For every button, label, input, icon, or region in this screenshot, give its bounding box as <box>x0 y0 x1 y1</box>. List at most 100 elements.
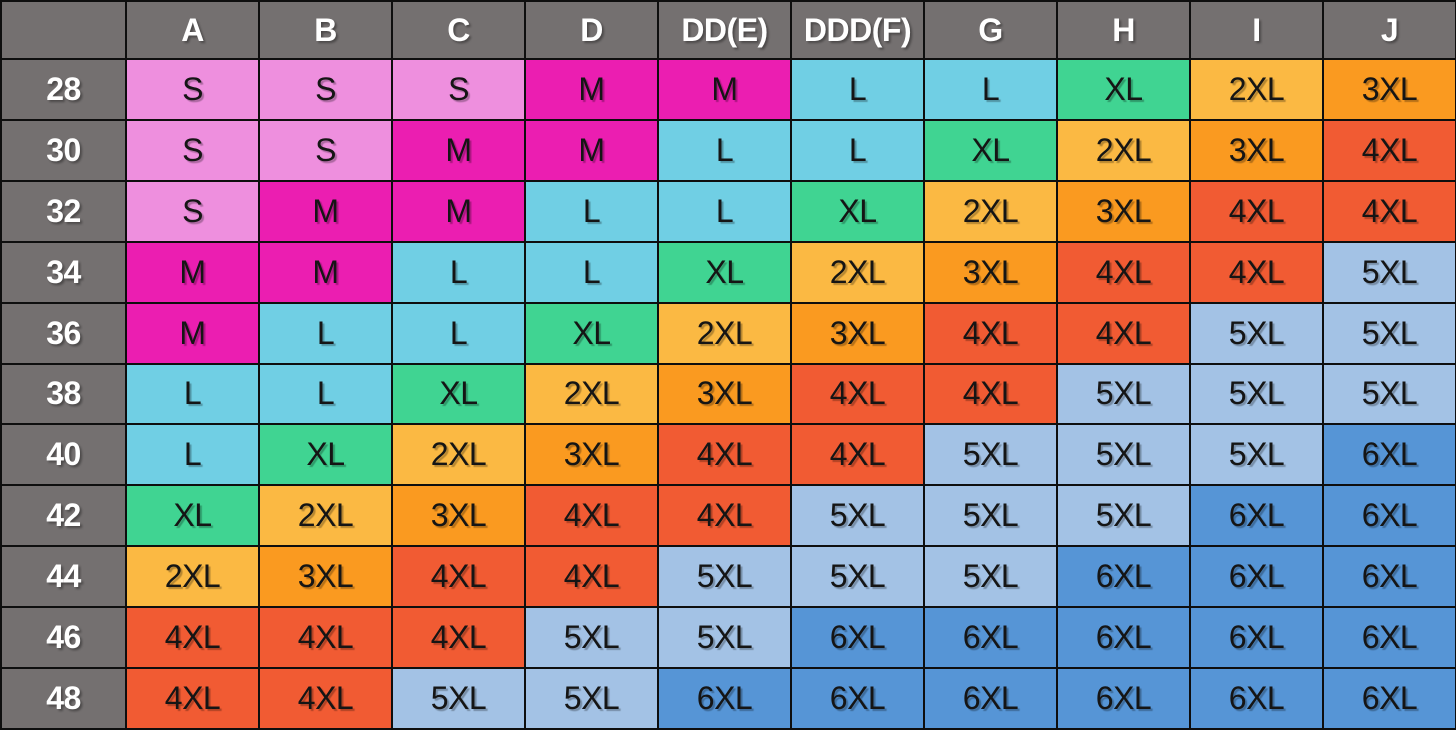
table-row: 28 S S S M M L L XL 2XL 3XL <box>0 58 1456 121</box>
size-cell: L <box>258 301 393 365</box>
size-cell: 4XL <box>524 545 659 609</box>
size-cell: XL <box>923 118 1058 182</box>
size-cell: 5XL <box>1056 362 1191 426</box>
size-cell: 4XL <box>1189 179 1324 243</box>
row-label-36: 36 <box>0 301 127 365</box>
size-cell: L <box>125 362 260 426</box>
size-cell: 3XL <box>790 301 925 365</box>
size-cell: 5XL <box>923 545 1058 609</box>
row-label-34: 34 <box>0 240 127 304</box>
size-cell: 6XL <box>657 667 792 730</box>
row-label-32: 32 <box>0 179 127 243</box>
size-cell: 4XL <box>391 606 526 670</box>
size-cell: L <box>923 58 1058 121</box>
size-cell: 6XL <box>1056 606 1191 670</box>
size-cell: 2XL <box>1189 58 1324 121</box>
column-header-i: I <box>1189 0 1324 60</box>
table-row: 32 S M M L L XL 2XL 3XL 4XL 4XL <box>0 179 1456 243</box>
size-cell: 6XL <box>1189 484 1324 548</box>
row-label-38: 38 <box>0 362 127 426</box>
size-cell: 5XL <box>524 606 659 670</box>
size-cell: XL <box>1056 58 1191 121</box>
table-body: 28 S S S M M L L XL 2XL 3XL 30 S S M M L L XL 2XL 3XL 4XL 32 S M… <box>0 58 1456 730</box>
size-cell: M <box>524 58 659 121</box>
size-cell: L <box>391 301 526 365</box>
size-cell: L <box>524 179 659 243</box>
size-cell: M <box>391 179 526 243</box>
size-cell: S <box>258 118 393 182</box>
size-cell: L <box>657 118 792 182</box>
column-header-dddf: DDD(F) <box>790 0 925 60</box>
size-cell: 5XL <box>1056 484 1191 548</box>
size-cell: L <box>258 362 393 426</box>
table-row: 42 XL 2XL 3XL 4XL 4XL 5XL 5XL 5XL 6XL 6XL <box>0 484 1456 548</box>
size-cell: 3XL <box>258 545 393 609</box>
size-cell: 2XL <box>657 301 792 365</box>
size-cell: 6XL <box>790 667 925 730</box>
size-cell: 5XL <box>391 667 526 730</box>
column-header-c: C <box>391 0 526 60</box>
row-label-44: 44 <box>0 545 127 609</box>
size-cell: 4XL <box>524 484 659 548</box>
size-cell: 2XL <box>790 240 925 304</box>
size-cell: 6XL <box>1189 606 1324 670</box>
size-cell: XL <box>790 179 925 243</box>
table-row: 48 4XL 4XL 5XL 5XL 6XL 6XL 6XL 6XL 6XL 6XL <box>0 667 1456 730</box>
corner-cell <box>0 0 127 60</box>
size-cell: M <box>258 179 393 243</box>
size-cell: M <box>391 118 526 182</box>
size-cell: S <box>391 58 526 121</box>
column-header-h: H <box>1056 0 1191 60</box>
row-label-48: 48 <box>0 667 127 730</box>
size-cell: 5XL <box>923 484 1058 548</box>
row-label-46: 46 <box>0 606 127 670</box>
size-cell: 4XL <box>125 667 260 730</box>
size-cell: XL <box>391 362 526 426</box>
size-cell: 3XL <box>1322 58 1456 121</box>
size-cell: M <box>125 301 260 365</box>
size-cell: 4XL <box>258 667 393 730</box>
size-cell: XL <box>657 240 792 304</box>
size-cell: S <box>258 58 393 121</box>
row-label-28: 28 <box>0 58 127 121</box>
size-cell: L <box>125 423 260 487</box>
size-cell: 4XL <box>790 362 925 426</box>
size-cell: 3XL <box>524 423 659 487</box>
size-cell: L <box>391 240 526 304</box>
size-cell: 5XL <box>1189 301 1324 365</box>
size-cell: 2XL <box>125 545 260 609</box>
size-cell: 4XL <box>1322 118 1456 182</box>
size-cell: 5XL <box>524 667 659 730</box>
table-row: 38 L L XL 2XL 3XL 4XL 4XL 5XL 5XL 5XL <box>0 362 1456 426</box>
size-cell: 2XL <box>923 179 1058 243</box>
size-cell: 3XL <box>1056 179 1191 243</box>
table-row: 40 L XL 2XL 3XL 4XL 4XL 5XL 5XL 5XL 6XL <box>0 423 1456 487</box>
column-header-g: G <box>923 0 1058 60</box>
size-cell: 6XL <box>1322 606 1456 670</box>
size-cell: L <box>790 58 925 121</box>
column-header-b: B <box>258 0 393 60</box>
size-cell: M <box>125 240 260 304</box>
size-cell: 6XL <box>1056 545 1191 609</box>
size-cell: 3XL <box>657 362 792 426</box>
size-cell: 2XL <box>1056 118 1191 182</box>
size-cell: S <box>125 179 260 243</box>
size-cell: M <box>524 118 659 182</box>
size-cell: 2XL <box>258 484 393 548</box>
size-cell: 5XL <box>1322 301 1456 365</box>
size-cell: 6XL <box>923 606 1058 670</box>
size-cell: 5XL <box>1322 240 1456 304</box>
size-cell: XL <box>125 484 260 548</box>
table-row: 30 S S M M L L XL 2XL 3XL 4XL <box>0 118 1456 182</box>
size-cell: 6XL <box>1322 484 1456 548</box>
size-cell: 4XL <box>923 301 1058 365</box>
size-cell: 3XL <box>1189 118 1324 182</box>
table-row: 36 M L L XL 2XL 3XL 4XL 4XL 5XL 5XL <box>0 301 1456 365</box>
size-cell: 5XL <box>790 545 925 609</box>
size-cell: 6XL <box>1322 545 1456 609</box>
size-cell: 4XL <box>657 423 792 487</box>
size-cell: 6XL <box>1056 667 1191 730</box>
size-cell: 5XL <box>790 484 925 548</box>
